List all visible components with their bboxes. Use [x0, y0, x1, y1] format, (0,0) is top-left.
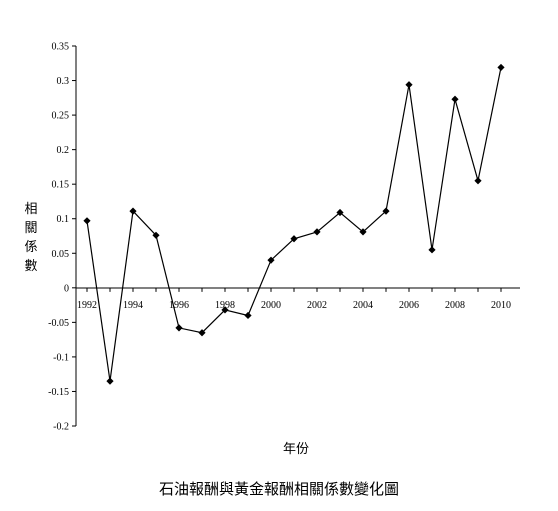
data-point [152, 231, 160, 239]
data-point [106, 377, 114, 385]
y-axis-title-char-2: 關 [24, 221, 37, 236]
y-tick-label: -0.2 [53, 422, 69, 433]
x-tick-label: 2008 [445, 300, 465, 311]
data-point [244, 311, 252, 320]
data-point [405, 81, 413, 89]
y-tick-label: 0.2 [57, 145, 70, 156]
x-tick-label: 1998 [215, 300, 235, 311]
data-point [129, 207, 137, 215]
x-tick-label: 1994 [123, 300, 143, 311]
data-point [290, 235, 298, 243]
data-point [382, 207, 390, 215]
y-axis-title-char-1: 相 [24, 202, 37, 217]
data-point [359, 228, 367, 236]
data-point [428, 246, 436, 254]
x-tick-label: 1996 [169, 300, 189, 311]
y-tick-label: -0.1 [53, 352, 69, 363]
data-point [221, 306, 229, 314]
x-tick-label: 2004 [353, 300, 373, 311]
y-tick-label: 0.1 [57, 214, 70, 225]
x-tick-label: 2000 [261, 300, 281, 311]
series-line [86, 67, 502, 382]
data-point [336, 208, 344, 217]
data-point [198, 329, 206, 337]
y-axis-title: 相 關 係 數 [24, 202, 37, 274]
data-point [497, 63, 505, 72]
x-tick-label: 2006 [399, 300, 419, 311]
y-tick-label: 0.15 [52, 180, 70, 191]
chart: 0.35 0.3 0.25 0.2 0.15 0.1 0.05 0 -0.05 -0.1 -0.15… [24, 42, 520, 457]
data-point [267, 256, 275, 264]
y-tick-label: -0.05 [48, 318, 69, 329]
y-axis-title-char-3: 係 [24, 240, 37, 255]
y-axis-title-char-4: 數 [24, 259, 37, 274]
data-point [474, 177, 482, 185]
data-point [313, 228, 321, 236]
y-tick-label: 0.05 [52, 249, 70, 260]
x-tick-label: 2002 [307, 300, 327, 311]
chart-title: 石油報酬與黃金報酬相關係數變化圖 [158, 480, 399, 498]
x-tick-label: 2010 [491, 300, 511, 311]
data-point [83, 217, 91, 225]
data-point [451, 95, 459, 103]
y-tick-label: -0.15 [48, 387, 69, 398]
x-axis-title: 年份 [283, 442, 309, 457]
y-tick-label: 0 [64, 283, 69, 294]
y-tick-label: 0.35 [52, 42, 70, 53]
x-tick-label: 1992 [77, 300, 97, 311]
y-tick-label: 0.3 [57, 76, 70, 87]
data-point [175, 324, 183, 332]
y-tick-label: 0.25 [52, 111, 70, 122]
